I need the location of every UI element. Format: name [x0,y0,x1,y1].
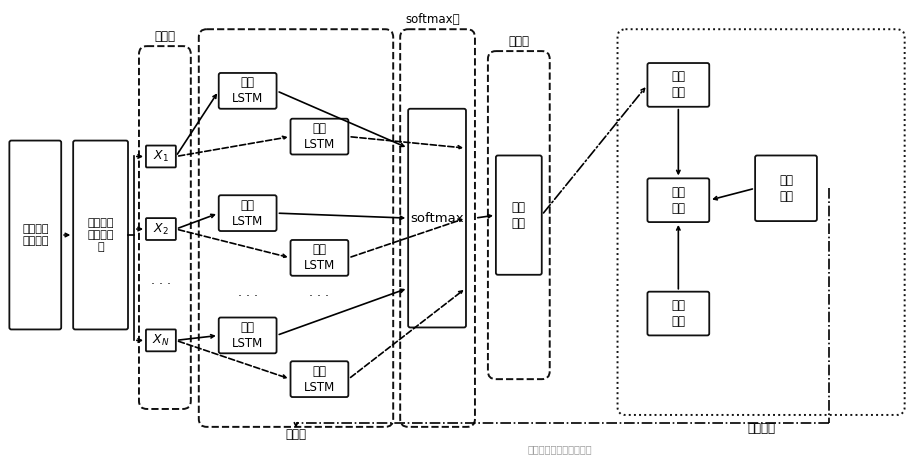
Text: 正向
LSTM: 正向 LSTM [232,199,263,228]
Text: 反向
LSTM: 反向 LSTM [303,122,335,151]
Text: softmax: softmax [410,211,463,225]
FancyBboxPatch shape [290,240,348,276]
FancyBboxPatch shape [146,329,176,351]
Text: 正向
LSTM: 正向 LSTM [232,321,263,350]
Text: 滚动轴承
振动信号: 滚动轴承 振动信号 [22,224,49,246]
Text: 模型
输出: 模型 输出 [671,70,685,100]
FancyBboxPatch shape [219,195,277,231]
FancyBboxPatch shape [647,63,709,107]
FancyBboxPatch shape [754,155,816,221]
Text: 输入层: 输入层 [154,30,176,42]
FancyBboxPatch shape [146,218,176,240]
FancyBboxPatch shape [647,292,709,336]
Text: 反向
LSTM: 反向 LSTM [303,244,335,272]
Text: $X_1$: $X_1$ [153,149,169,164]
FancyBboxPatch shape [219,73,277,109]
FancyBboxPatch shape [146,145,176,168]
FancyBboxPatch shape [647,178,709,222]
FancyBboxPatch shape [290,361,348,397]
Text: 轴承故障诊断与寿命预测: 轴承故障诊断与寿命预测 [527,444,591,454]
Text: 损失
函数: 损失 函数 [671,185,685,215]
Text: 理论
输出: 理论 输出 [671,299,685,328]
Text: · · ·: · · · [237,290,257,303]
Text: 网络训练: 网络训练 [746,422,774,435]
Text: softmax层: softmax层 [405,13,460,26]
Text: $X_2$: $X_2$ [153,221,168,236]
FancyBboxPatch shape [495,155,541,275]
Text: $X_N$: $X_N$ [152,333,169,348]
Text: · · ·: · · · [309,290,329,303]
Text: 划分训练
集和测试
集: 划分训练 集和测试 集 [87,218,114,253]
Text: 梯度
下降: 梯度 下降 [778,174,792,203]
FancyBboxPatch shape [290,118,348,154]
FancyBboxPatch shape [9,141,62,329]
Text: 正向
LSTM: 正向 LSTM [232,76,263,105]
Text: 输出层: 输出层 [508,34,528,48]
Text: 分类
结果: 分类 结果 [511,201,526,229]
FancyBboxPatch shape [74,141,128,329]
Text: 反向
LSTM: 反向 LSTM [303,365,335,394]
FancyBboxPatch shape [219,318,277,354]
Text: 隐藏层: 隐藏层 [285,428,306,441]
Text: · · ·: · · · [151,278,171,291]
FancyBboxPatch shape [408,109,466,328]
